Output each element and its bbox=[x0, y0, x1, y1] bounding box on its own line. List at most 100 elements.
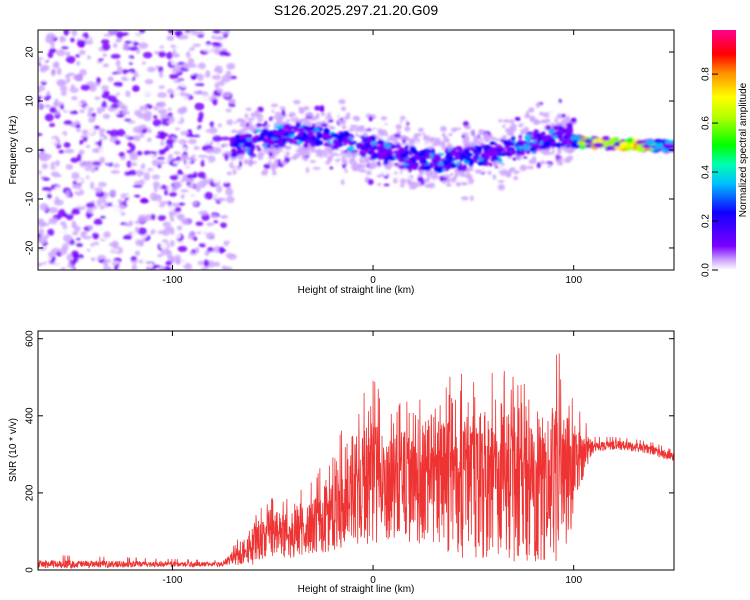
heatmap-cell bbox=[78, 139, 84, 145]
heatmap-cell bbox=[174, 30, 183, 37]
heatmap-cell bbox=[38, 262, 43, 267]
heatmap-cell bbox=[267, 160, 272, 165]
heatmap-cell bbox=[484, 144, 491, 150]
heatmap-cell bbox=[635, 139, 645, 145]
heatmap-cell bbox=[126, 72, 134, 80]
heatmap-cell bbox=[423, 164, 432, 172]
heatmap-cell bbox=[396, 145, 402, 148]
heatmap-cell bbox=[561, 113, 566, 118]
heatmap-cell bbox=[86, 144, 91, 149]
heatmap-cell bbox=[526, 165, 535, 170]
heatmap-cell bbox=[189, 197, 194, 202]
heatmap-cell bbox=[645, 139, 654, 146]
heatmap-cell bbox=[107, 76, 114, 83]
heatmap-cell bbox=[421, 156, 427, 164]
heatmap-cell bbox=[211, 35, 217, 40]
heatmap-cell bbox=[292, 125, 298, 130]
heatmap-cell bbox=[495, 132, 503, 139]
heatmap-cell bbox=[59, 35, 65, 43]
heatmap-cell bbox=[532, 140, 537, 144]
heatmap-cell bbox=[526, 151, 530, 155]
heatmap-cell bbox=[243, 159, 250, 165]
heatmap-cell bbox=[351, 108, 358, 113]
heatmap-cell bbox=[114, 140, 121, 145]
heatmap-cell bbox=[194, 210, 200, 217]
heatmap-cell bbox=[160, 113, 169, 120]
heatmap-cell bbox=[110, 53, 121, 59]
heatmap-cell bbox=[257, 106, 264, 113]
heatmap-cell bbox=[157, 130, 166, 135]
heatmap-cell bbox=[64, 267, 74, 270]
x-tick-label: -100 bbox=[162, 275, 182, 286]
heatmap-cell bbox=[239, 123, 247, 128]
heatmap-cell bbox=[148, 96, 158, 105]
heatmap-cell bbox=[173, 89, 181, 97]
heatmap-cell bbox=[226, 171, 232, 176]
heatmap-cell bbox=[65, 77, 71, 84]
heatmap-cell bbox=[186, 173, 197, 179]
heatmap-cell bbox=[121, 68, 129, 75]
heatmap-cell bbox=[65, 51, 71, 57]
heatmap-cell bbox=[432, 142, 440, 146]
heatmap-cell bbox=[161, 255, 166, 261]
heatmap-cell bbox=[214, 81, 220, 89]
heatmap-cell bbox=[213, 69, 221, 73]
heatmap-cell bbox=[188, 184, 196, 189]
heatmap-cell bbox=[247, 121, 253, 125]
heatmap-cell bbox=[601, 135, 611, 141]
heatmap-cell bbox=[570, 117, 577, 123]
heatmap-cell bbox=[342, 142, 348, 146]
heatmap-cell bbox=[232, 160, 239, 163]
heatmap-cell bbox=[430, 175, 435, 179]
heatmap-cell bbox=[174, 232, 181, 240]
heatmap-cell bbox=[42, 56, 48, 63]
heatmap-cell bbox=[88, 172, 93, 179]
heatmap-cell bbox=[185, 51, 191, 58]
heatmap-cell bbox=[315, 112, 320, 119]
heatmap-cell bbox=[66, 207, 72, 215]
heatmap-cell bbox=[166, 115, 175, 124]
heatmap-cell bbox=[567, 106, 571, 110]
heatmap-cell bbox=[456, 181, 461, 187]
heatmap-cell bbox=[216, 185, 223, 193]
heatmap-cell bbox=[464, 149, 470, 155]
heatmap-cell bbox=[468, 143, 476, 147]
heatmap-cell bbox=[122, 225, 128, 231]
heatmap-cell bbox=[193, 90, 201, 95]
heatmap-cell bbox=[96, 116, 103, 123]
heatmap-cell bbox=[213, 226, 221, 234]
heatmap-cell bbox=[281, 109, 286, 116]
heatmap-cell bbox=[156, 161, 166, 165]
heatmap-cell bbox=[231, 149, 237, 155]
heatmap-cell bbox=[138, 179, 145, 185]
heatmap-cell bbox=[94, 96, 101, 101]
heatmap-cell bbox=[490, 157, 495, 162]
heatmap-cell bbox=[342, 150, 347, 154]
heatmap-cell bbox=[407, 173, 412, 180]
heatmap-cell bbox=[327, 156, 333, 162]
heatmap-cell bbox=[593, 138, 600, 143]
y-tick-label: 0 bbox=[25, 567, 36, 573]
heatmap-cell bbox=[268, 147, 277, 153]
heatmap-cell bbox=[48, 206, 58, 214]
heatmap-cell bbox=[152, 264, 161, 269]
heatmap-cell bbox=[266, 132, 274, 139]
heatmap-cell bbox=[323, 142, 332, 147]
heatmap-cell bbox=[116, 31, 124, 39]
heatmap-cell bbox=[246, 138, 252, 141]
heatmap-cell bbox=[303, 142, 309, 149]
colorbar-tick-label: 0.4 bbox=[701, 165, 712, 179]
heatmap-cell bbox=[55, 159, 61, 167]
heatmap-cell bbox=[160, 140, 165, 147]
heatmap-cell bbox=[545, 124, 552, 131]
heatmap-cell bbox=[302, 125, 310, 130]
heatmap-cell bbox=[197, 73, 204, 82]
heatmap-cell bbox=[143, 150, 151, 156]
heatmap-cell bbox=[83, 221, 90, 226]
heatmap-cell bbox=[375, 144, 384, 152]
heatmap-cell bbox=[205, 70, 211, 79]
heatmap-cell bbox=[309, 160, 316, 163]
heatmap-cell bbox=[236, 149, 242, 155]
heatmap-cell bbox=[237, 138, 245, 143]
heatmap-cell bbox=[522, 140, 528, 144]
